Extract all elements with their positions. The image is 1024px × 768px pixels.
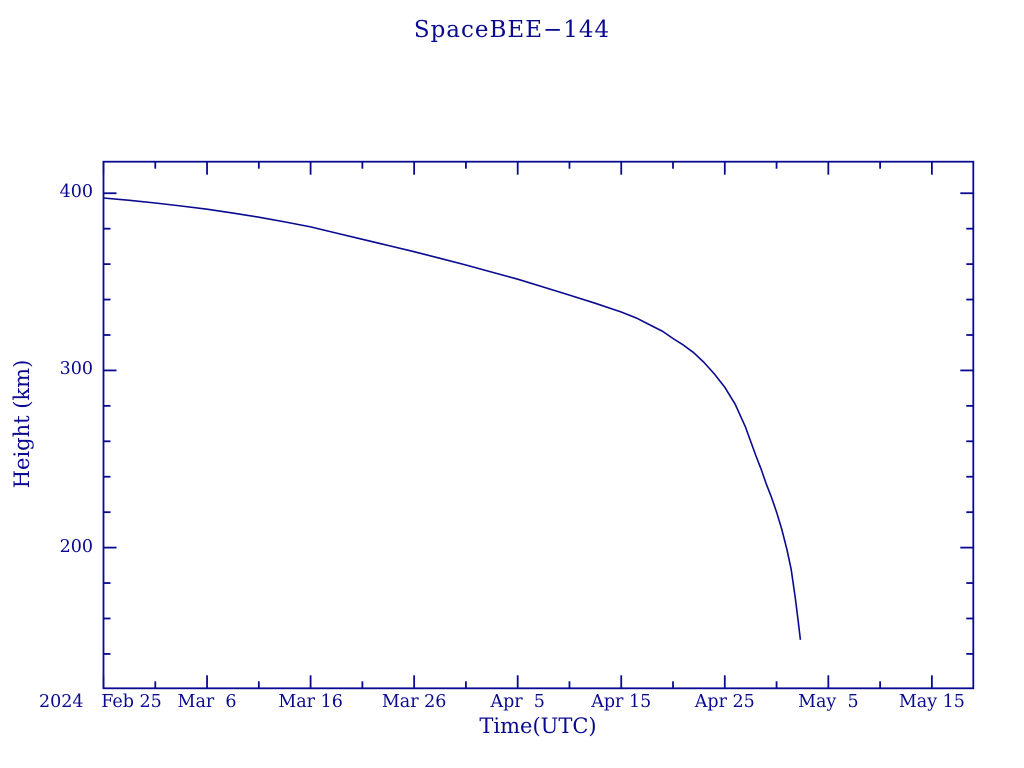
chart-title: SpaceBEE−144	[413, 17, 611, 43]
x-axis-year-label: 2024	[39, 692, 84, 712]
x-tick-label: Apr 25	[694, 692, 755, 712]
x-tick-label: Mar 16	[278, 692, 343, 712]
y-axis-title: Height (km)	[10, 359, 34, 489]
x-tick-label: Mar 6	[177, 692, 237, 712]
x-tick-label: Apr 5	[490, 692, 545, 712]
x-tick-label: May 5	[798, 692, 859, 712]
x-tick-label: May 15	[898, 692, 965, 712]
y-tick-label: 200	[59, 536, 93, 557]
x-axis-title: Time(UTC)	[479, 714, 597, 738]
y-tick-label: 400	[59, 182, 93, 203]
x-tick-label: Mar 26	[381, 692, 447, 712]
y-tick-label: 300	[59, 359, 93, 380]
x-tick-label: Feb 25	[101, 692, 162, 712]
x-tick-label: Apr 15	[591, 692, 652, 712]
decay-curve	[103, 197, 802, 640]
plot-frame	[102, 160, 975, 690]
